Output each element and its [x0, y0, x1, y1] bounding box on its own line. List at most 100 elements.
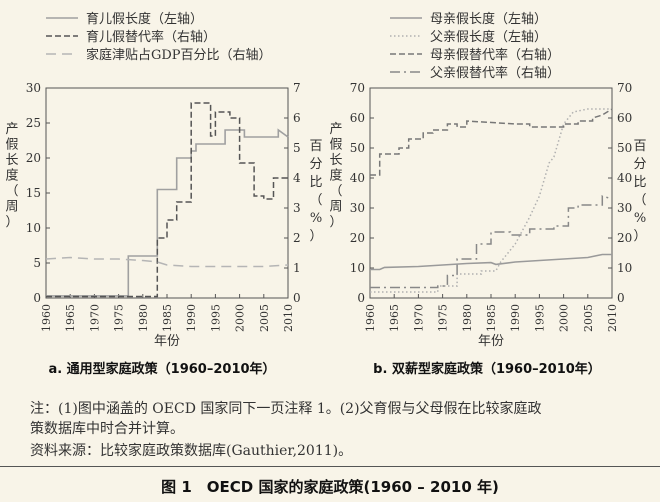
- left-tick-label: 40: [350, 171, 365, 185]
- left-tick-label: 15: [26, 186, 41, 200]
- legend-label: 育儿假替代率（右轴）: [86, 29, 216, 45]
- left-tick-label: 60: [350, 111, 365, 125]
- y-axis-label-left: ）: [329, 215, 342, 230]
- right-tick-label: 6: [293, 111, 301, 125]
- x-tick-label: 1990: [509, 304, 522, 332]
- right-tick-label: 3: [293, 201, 301, 215]
- x-tick-label: 1980: [461, 304, 474, 332]
- series-line: [370, 253, 612, 271]
- legend-label: 母亲假替代率（右轴）: [430, 47, 560, 63]
- y-axis-label-right: 分: [309, 157, 322, 172]
- x-tick-label: 1960: [40, 304, 53, 332]
- right-tick-label: 30: [617, 201, 632, 215]
- legend-label: 家庭津贴占GDP百分比（右轴）: [86, 47, 272, 63]
- source-note: 资料来源：比较家庭政策数据库(Gauthier,2011)。: [30, 443, 353, 459]
- left-tick-label: 30: [26, 81, 41, 95]
- x-tick-label: 1965: [388, 304, 401, 332]
- y-axis-label-right: %: [634, 211, 646, 226]
- y-axis-label-left: 长: [5, 153, 18, 168]
- left-tick-label: 0: [357, 291, 365, 305]
- y-axis-label-right: 比: [633, 175, 646, 190]
- y-axis-label-left: 长: [329, 153, 342, 168]
- caption-rule: [0, 466, 660, 467]
- x-tick-label: 2005: [258, 304, 271, 332]
- y-axis-label-left: 产: [329, 122, 342, 137]
- left-tick-label: 0: [33, 291, 41, 305]
- chart-b: 0 10 20 30 40 50 60 70 0 10 20 30 40 50 60 70 1960 1965 19…: [329, 11, 646, 377]
- x-tick-label: 2000: [558, 304, 571, 332]
- y-axis-label-left: ）: [5, 215, 18, 230]
- x-tick-label: 2005: [582, 304, 595, 332]
- left-tick-label: 25: [26, 116, 41, 130]
- series-line: [370, 108, 613, 176]
- y-axis-label-right: %: [310, 211, 322, 226]
- note-line-2: 策数据库中时合并计算。: [30, 421, 184, 437]
- note-line-1: 注：(1)图中涵盖的 OECD 国家同下一页注释 1。(2)父育假与父母假在比较…: [30, 401, 542, 417]
- right-tick-label: 60: [617, 111, 632, 125]
- y-axis-label-left: 假: [5, 138, 18, 153]
- x-tick-label: 1985: [161, 304, 174, 332]
- y-axis-label-right: 百: [309, 139, 322, 154]
- left-tick-label: 70: [350, 81, 365, 95]
- legend-label: 母亲假长度（左轴）: [430, 11, 547, 27]
- x-tick-label: 1970: [88, 304, 101, 332]
- y-axis-label-left: 假: [329, 138, 342, 153]
- right-tick-label: 10: [617, 261, 632, 275]
- right-tick-label: 0: [293, 291, 301, 305]
- left-tick-label: 20: [26, 151, 41, 165]
- y-axis-label-left: 产: [5, 122, 18, 137]
- figure-caption: 图 1 OECD 国家的家庭政策(1960 – 2010 年): [161, 478, 499, 496]
- x-axis-label: 年份: [154, 334, 180, 349]
- left-tick-label: 5: [33, 256, 41, 270]
- right-tick-label: 0: [617, 291, 625, 305]
- y-axis-label-left: （: [329, 184, 342, 199]
- x-tick-label: 2010: [282, 304, 295, 332]
- x-tick-label: 1975: [113, 304, 126, 332]
- x-axis-label: 年份: [478, 334, 504, 349]
- left-tick-label: 30: [350, 201, 365, 215]
- chart-a: 0 5 10 15 20 25 30 0 1 2 3 4 5 6 7 1960 1965 1970 1975 1980…: [5, 11, 322, 377]
- x-tick-label: 1985: [485, 304, 498, 332]
- right-tick-label: 5: [293, 141, 301, 155]
- y-axis-label-right: （: [309, 193, 322, 208]
- plot-frame: [45, 87, 289, 299]
- x-tick-label: 1975: [437, 304, 450, 332]
- y-axis-label-right: ）: [309, 229, 322, 244]
- right-tick-label: 2: [293, 231, 301, 245]
- series-line: [370, 108, 612, 293]
- legend-label: 育儿假长度（左轴）: [86, 11, 203, 27]
- y-axis-label-left: 周: [329, 200, 342, 215]
- right-tick-label: 4: [293, 171, 301, 185]
- right-tick-label: 40: [617, 171, 632, 185]
- series-line: [46, 128, 289, 297]
- left-tick-label: 20: [350, 231, 365, 245]
- left-tick-label: 10: [350, 261, 365, 275]
- y-axis-label-right: （: [633, 193, 646, 208]
- right-tick-label: 1: [293, 261, 301, 275]
- y-axis-label-right: 分: [633, 157, 646, 172]
- left-tick-label: 10: [26, 221, 41, 235]
- y-axis-label-left: 度: [329, 168, 342, 184]
- y-axis-label-right: ）: [633, 229, 646, 244]
- legend-label: 父亲假替代率（右轴）: [430, 65, 560, 81]
- series-line: [46, 102, 288, 298]
- right-tick-label: 20: [617, 231, 632, 245]
- x-tick-label: 1965: [64, 304, 77, 332]
- series-line: [45, 256, 289, 268]
- y-axis-label-left: 度: [5, 168, 18, 184]
- x-tick-label: 2010: [606, 304, 619, 332]
- left-tick-label: 50: [350, 141, 365, 155]
- y-axis-label-left: （: [5, 184, 18, 199]
- x-tick-label: 1995: [209, 304, 222, 332]
- y-axis-label-right: 百: [633, 139, 646, 154]
- x-tick-label: 1990: [185, 304, 198, 332]
- y-axis-label-right: 比: [309, 175, 322, 190]
- legend-label: 父亲假长度（左轴）: [430, 29, 547, 45]
- chart-title: a. 通用型家庭政策（1960–2010年）: [48, 361, 275, 377]
- x-tick-label: 1970: [412, 304, 425, 332]
- x-tick-label: 2000: [234, 304, 247, 332]
- x-tick-label: 1980: [137, 304, 150, 332]
- right-tick-label: 7: [293, 81, 301, 95]
- series-line: [370, 194, 613, 289]
